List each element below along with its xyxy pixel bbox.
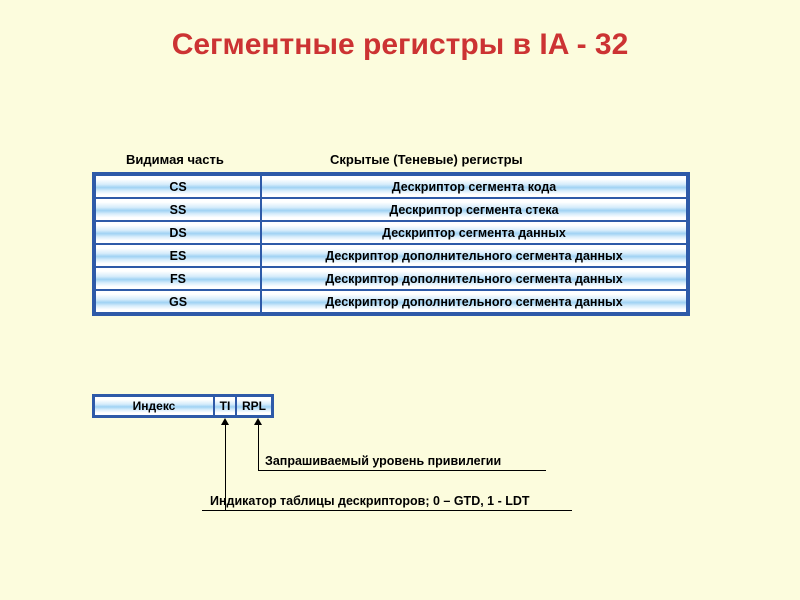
table-row: FS Дескриптор дополнительного сегмента д… [95, 267, 687, 290]
reg-desc: Дескриптор дополнительного сегмента данн… [261, 290, 687, 313]
reg-name: FS [95, 267, 261, 290]
underline-ti [202, 510, 572, 511]
reg-desc: Дескриптор сегмента кода [261, 175, 687, 198]
reg-name: GS [95, 290, 261, 313]
reg-desc: Дескриптор дополнительного сегмента данн… [261, 267, 687, 290]
arrow-rpl-vertical [258, 424, 259, 470]
reg-name: CS [95, 175, 261, 198]
reg-desc: Дескриптор дополнительного сегмента данн… [261, 244, 687, 267]
selector-field-ti: TI [214, 396, 236, 416]
table-row: DS Дескриптор сегмента данных [95, 221, 687, 244]
arrow-rpl-head [254, 418, 262, 425]
page-title: Сегментные регистры в IA - 32 [0, 0, 800, 62]
annotation-ti: Индикатор таблицы дескрипторов; 0 – GTD,… [210, 494, 530, 508]
reg-name: SS [95, 198, 261, 221]
annotation-rpl: Запрашиваемый уровень привилегии [265, 454, 501, 468]
column-header-visible: Видимая часть [126, 152, 224, 167]
underline-rpl [258, 470, 546, 471]
reg-name: DS [95, 221, 261, 244]
selector-field-index: Индекс [94, 396, 214, 416]
table-row: GS Дескриптор дополнительного сегмента д… [95, 290, 687, 313]
table-row: ES Дескриптор дополнительного сегмента д… [95, 244, 687, 267]
reg-desc: Дескриптор сегмента стека [261, 198, 687, 221]
arrow-ti-head [221, 418, 229, 425]
selector-field-rpl: RPL [236, 396, 272, 416]
column-header-hidden: Скрытые (Теневые) регистры [330, 152, 523, 167]
selector-layout: Индекс TI RPL [92, 394, 274, 418]
segment-register-table: CS Дескриптор сегмента кода SS Дескрипто… [92, 172, 690, 316]
table-row: SS Дескриптор сегмента стека [95, 198, 687, 221]
table-row: CS Дескриптор сегмента кода [95, 175, 687, 198]
reg-name: ES [95, 244, 261, 267]
reg-desc: Дескриптор сегмента данных [261, 221, 687, 244]
